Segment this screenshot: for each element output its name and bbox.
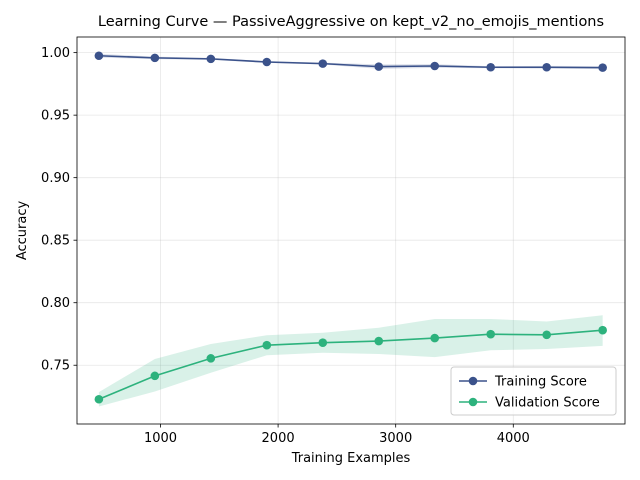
- x-axis-label: Training Examples: [291, 451, 411, 466]
- series-markers: [94, 51, 607, 404]
- validation-score-point: [150, 371, 160, 381]
- training-score-point: [150, 53, 160, 63]
- x-tick-label: 2000: [262, 431, 295, 446]
- legend-validation-score-swatch-marker: [468, 397, 478, 407]
- y-axis-label: Accuracy: [15, 201, 30, 261]
- validation-score-std-band: [98, 315, 603, 407]
- legend-validation-score-label: Validation Score: [495, 396, 600, 411]
- validation-score-point: [318, 338, 328, 348]
- series-lines: [98, 54, 603, 400]
- validation-score-point: [486, 329, 496, 339]
- validation-score-point: [542, 330, 551, 340]
- validation-score-point: [206, 354, 216, 363]
- validation-score-point: [430, 333, 440, 343]
- training-score-point: [430, 61, 440, 71]
- y-tick-label: 0.80: [41, 296, 70, 311]
- plot-frame: [76, 36, 626, 425]
- training-score-point: [542, 62, 551, 72]
- training-score-line: [98, 54, 603, 69]
- y-tick-label: 0.75: [41, 359, 70, 374]
- chart-title: Learning Curve — PassiveAggressive on ke…: [98, 14, 604, 30]
- validation-score-point: [374, 336, 384, 346]
- training-score-point: [486, 62, 496, 72]
- validation-score-point: [94, 394, 104, 404]
- training-score-point: [374, 62, 384, 71]
- legend-training-score-swatch-marker: [468, 376, 478, 386]
- legend-box: [450, 366, 617, 416]
- training-score-point: [94, 51, 104, 61]
- x-tick-label: 4000: [497, 431, 530, 446]
- validation-score-point: [598, 325, 607, 335]
- grid-lines: [77, 37, 625, 424]
- training-score-point: [318, 59, 328, 68]
- training-score-point: [206, 54, 216, 64]
- y-tick-label: 1.00: [41, 46, 70, 61]
- validation-score-line: [98, 329, 603, 400]
- y-tick-label: 0.85: [41, 234, 70, 249]
- x-tick-label: 3000: [379, 431, 412, 446]
- y-tick-label: 0.90: [41, 171, 70, 186]
- validation-score-point: [262, 340, 272, 350]
- training-score-point: [262, 57, 272, 67]
- y-tick-label: 0.95: [41, 109, 70, 124]
- axis-ticks: 0.75 0.80 0.85 0.90 0.95 1.00 1000 2000 3000 4000: [41, 46, 530, 446]
- training-score-point: [598, 63, 607, 72]
- legend-training-score-label: Training Score: [494, 375, 587, 390]
- x-tick-label: 1000: [144, 431, 177, 446]
- legend: Training Score Validation Score: [450, 366, 617, 416]
